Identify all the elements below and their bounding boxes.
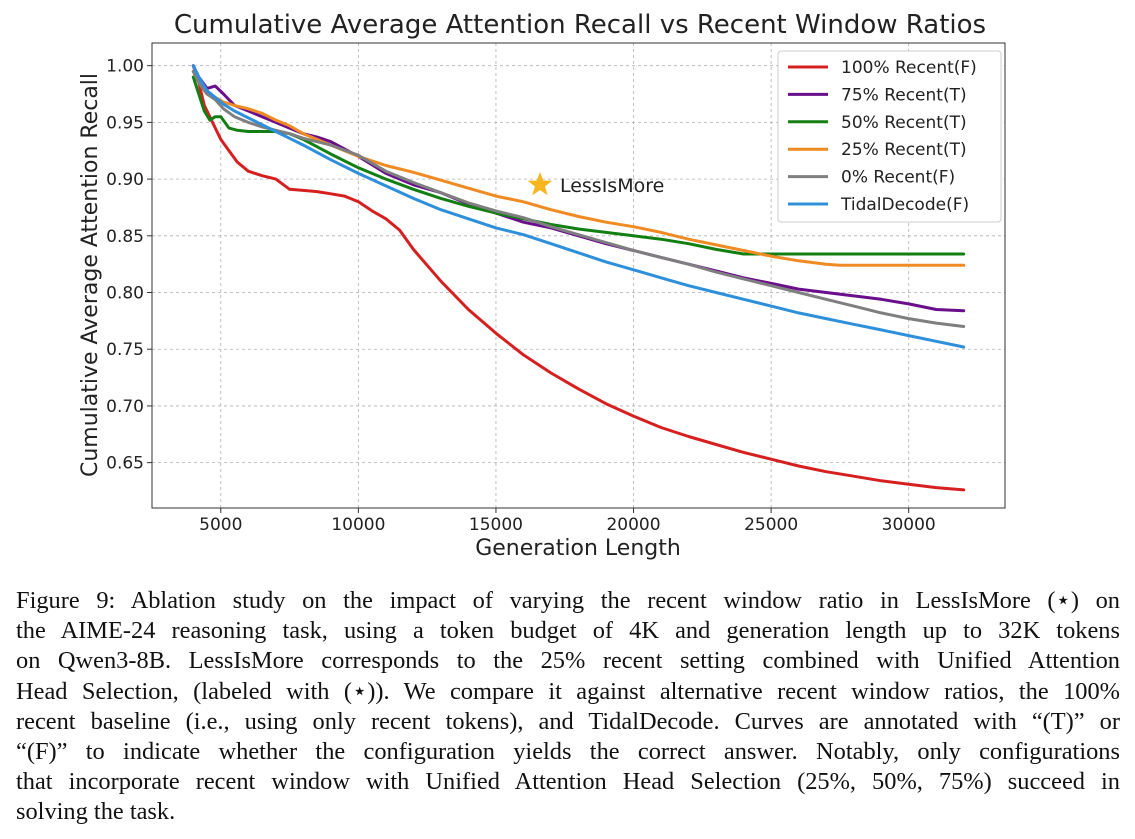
y-tick-label: 0.90 [106, 170, 144, 190]
lessismore-star-marker [527, 171, 553, 196]
caption-line: “(F)” to indicate whether the configurat… [16, 738, 1120, 766]
x-axis-label: Generation Length [475, 536, 681, 561]
series-line-tidaldecode-f [191, 64, 966, 349]
figure-caption: Figure 9: Ablation study on the impact o… [16, 586, 1120, 828]
legend-label: 25% Recent(T) [841, 140, 967, 160]
caption-line: Figure 9: Ablation study on the impact o… [16, 587, 1120, 614]
y-axis-label: Cumulative Average Attention Recall [78, 73, 103, 477]
y-tick-label: 0.80 [106, 284, 144, 304]
annotation-layer: LessIsMore [527, 171, 664, 197]
caption-line: on Qwen3-8B. LessIsMore corresponds to t… [16, 647, 1120, 675]
plot-frame [151, 42, 1006, 509]
legend-label: 75% Recent(T) [841, 85, 967, 105]
legend: 100% Recent(F) 75% Recent(T) 50% Recent(T)… [777, 50, 1002, 223]
series-lines [191, 64, 966, 492]
y-tick-label: 0.85 [106, 227, 144, 247]
caption-line: solving the task. [16, 798, 176, 826]
x-tick-label: 25000 [744, 515, 798, 535]
line-chart: Cumulative Average Attention Recall vs R… [78, 10, 1006, 561]
legend-label: 0% Recent(F) [841, 168, 955, 188]
y-tick-label: 0.65 [106, 454, 144, 474]
caption-line: the AIME-24 reasoning task, using a toke… [16, 617, 1120, 645]
lessismore-label: LessIsMore [560, 175, 664, 197]
caption-line: recent baseline (i.e., using only recent… [16, 707, 1120, 735]
legend-label: 50% Recent(T) [841, 113, 967, 133]
x-tick-label: 10000 [331, 515, 385, 535]
series-line-25-recent-t [191, 69, 966, 267]
legend-label: 100% Recent(F) [841, 58, 977, 78]
x-tick-label: 15000 [469, 515, 523, 535]
y-tick-label: 1.00 [106, 57, 144, 77]
legend-box [777, 50, 1002, 223]
axis-ticks: 5000 10000 15000 20000 25000 30000 0.65 0.70 0.7… [106, 57, 936, 535]
series-line-50-recent-t [191, 75, 966, 256]
y-tick-label: 0.70 [106, 397, 144, 417]
x-tick-label: 5000 [199, 515, 242, 535]
legend-label: TidalDecode(F) [840, 195, 969, 215]
caption-line: that incorporate recent window with Unif… [16, 768, 1120, 796]
caption-line: Head Selection, (labeled with (⋆)). We c… [16, 677, 1120, 705]
chart-title: Cumulative Average Attention Recall vs R… [174, 10, 986, 40]
y-tick-label: 0.95 [106, 113, 144, 133]
x-tick-label: 30000 [882, 515, 936, 535]
series-line-100-recent-f [191, 64, 966, 492]
y-tick-label: 0.75 [106, 340, 144, 360]
x-tick-label: 20000 [606, 515, 660, 535]
figure-chart: Cumulative Average Attention Recall vs R… [78, 10, 1006, 561]
series-line-0-recent-f [191, 69, 966, 328]
